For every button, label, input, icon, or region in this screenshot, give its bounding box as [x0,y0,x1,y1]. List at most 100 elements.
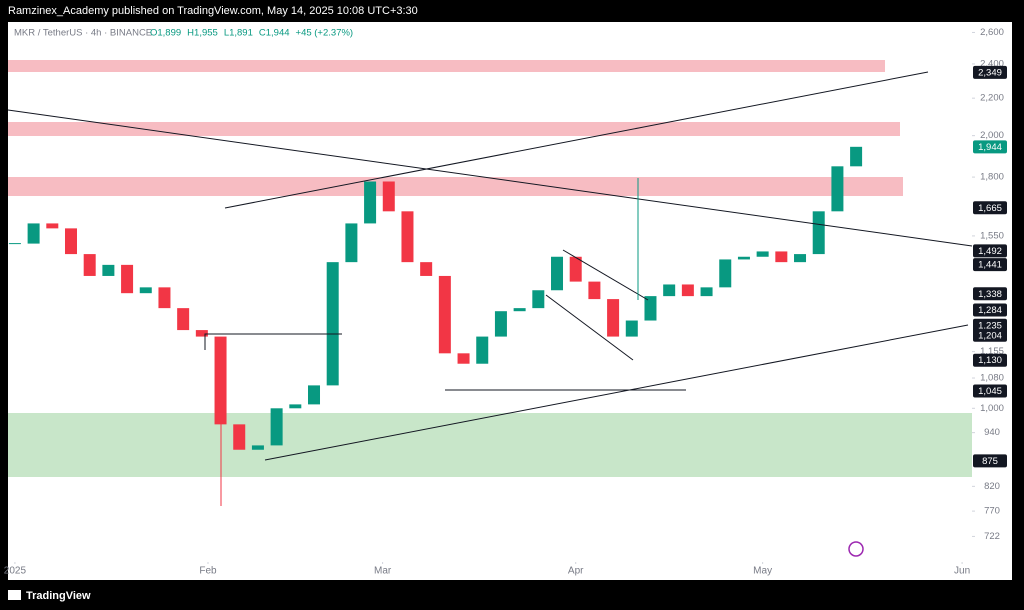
x-tick-label: 2025 [4,566,27,577]
candle [64,228,77,255]
candle [775,251,788,263]
price-label: 1,130 [978,355,1002,366]
candle [177,308,190,331]
price-label: 1,944 [978,142,1002,153]
candle [737,256,750,260]
icon [848,541,864,557]
publisher: Ramzinex_Academy published on TradingVie… [8,5,418,17]
x-tick-label: Jun [954,566,970,577]
price-label-box [973,384,1007,398]
candle [719,259,732,288]
y-tick-label: 1,800 [980,172,1004,183]
brand: TradingView [26,590,91,602]
candle [401,211,414,263]
price-label: 1,441 [978,260,1002,271]
candle [644,296,657,321]
resistance-zone [8,122,900,136]
candle [513,308,526,312]
candle [158,287,171,309]
y-tick-label: 2,000 [980,130,1004,141]
ohlc-value: L1,891 [224,28,253,39]
price-label-box [973,287,1007,301]
trend-line [264,324,969,461]
symbol: MKR / TetherUS · 4h · BINANCE [14,28,152,39]
candle [607,299,620,337]
candle [663,284,676,297]
candle [476,336,489,364]
candle [46,223,59,229]
y-tick-label: 2,400 [980,58,1004,69]
candle [251,445,264,450]
x-tick-label: Apr [568,566,584,577]
y-tick-label: 1,000 [980,403,1004,414]
y-tick-label: 940 [984,427,1000,438]
x-tick-label: Feb [199,566,217,577]
support-zone [8,413,972,477]
price-label-box [973,244,1007,258]
candle [420,262,433,276]
candle [532,290,545,309]
candle [494,311,507,337]
candle [794,254,807,263]
candle [382,181,395,212]
price-label-box [973,454,1007,468]
price-label-box [973,258,1007,272]
candle [438,275,451,354]
candle [270,408,283,446]
candle [700,287,713,297]
candle [831,166,844,212]
price-label-box [973,318,1007,332]
y-tick-label: 722 [984,531,1000,542]
ohlc-value: H1,955 [187,28,218,39]
candle [102,264,115,276]
y-tick-label: 1,080 [980,373,1004,384]
candle [551,256,564,291]
candle [850,146,863,167]
price-label: 1,665 [978,203,1002,214]
price-label-box [973,303,1007,317]
y-tick-label: 1,550 [980,230,1004,241]
candle [756,251,769,257]
price-label-box [973,201,1007,215]
candle [195,330,208,337]
ohlc-value: O1,899 [150,28,181,39]
price-label: 1,204 [978,330,1002,341]
candle [457,353,470,364]
price-label: 1,235 [978,320,1002,331]
y-tick-label: 770 [984,506,1000,517]
candle [625,320,638,337]
price-label: 1,338 [978,289,1002,300]
resistance-zone [8,60,885,72]
trend-line [7,109,973,247]
price-label-box [973,353,1007,367]
price-label: 875 [982,456,998,467]
trend-line [224,71,929,209]
candle [83,254,96,276]
price-label-box [973,140,1007,154]
candle [364,181,377,224]
x-tick-label: Mar [374,566,392,577]
y-tick-label: 2,200 [980,93,1004,104]
resistance-zone [8,177,903,196]
candle [345,223,358,263]
candle [569,256,582,282]
candle [681,284,694,297]
candle [308,385,321,405]
price-label: 1,492 [978,246,1002,257]
y-tick-label: 2,600 [980,27,1004,38]
level-line [204,333,342,350]
candle [588,281,601,300]
candle [812,211,825,255]
y-tick-label: 820 [984,481,1000,492]
price-label-box [973,328,1007,342]
channel-line [545,294,634,361]
chart-area [8,22,1012,580]
brand-logo [8,590,21,600]
candle [289,404,302,409]
ohlc-value: +45 (+2.37%) [296,28,354,39]
price-label-box [973,65,1007,79]
candle [233,424,246,450]
y-tick-label: 1,155 [980,346,1004,357]
